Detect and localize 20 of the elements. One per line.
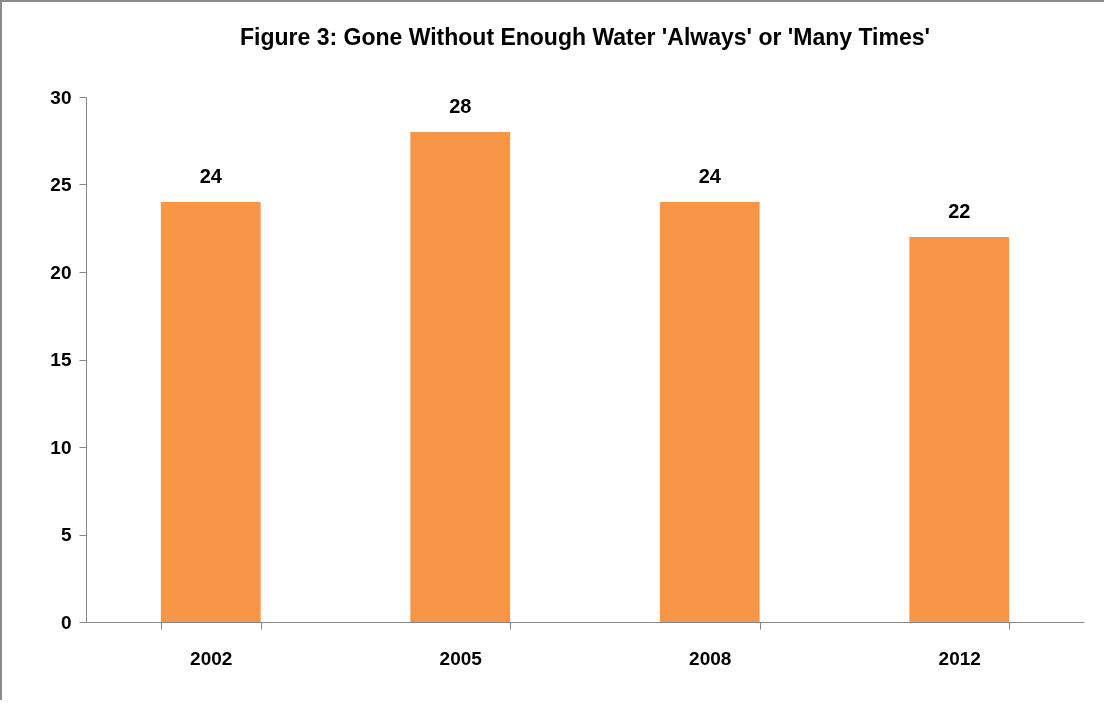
y-tick-label: 25 bbox=[50, 174, 72, 195]
x-tick-label: 2005 bbox=[439, 647, 483, 669]
x-tick-label: 2012 bbox=[938, 647, 981, 669]
bar bbox=[410, 132, 511, 622]
y-tick-label: 5 bbox=[60, 524, 72, 545]
data-label: 24 bbox=[199, 165, 223, 187]
bar bbox=[659, 202, 760, 622]
x-tick-label: 2002 bbox=[190, 647, 233, 669]
data-label: 24 bbox=[698, 165, 722, 187]
y-tick-label: 0 bbox=[60, 611, 72, 633]
chart-title: Figure 3: Gone Without Enough Water 'Always' or 'Many Times' bbox=[239, 24, 931, 50]
data-label: 28 bbox=[449, 95, 472, 117]
bar bbox=[909, 237, 1010, 622]
y-tick-label: 15 bbox=[50, 349, 72, 370]
bar bbox=[160, 202, 261, 622]
data-label: 22 bbox=[948, 200, 971, 222]
x-tick-label: 2008 bbox=[689, 647, 732, 669]
y-tick-label: 30 bbox=[50, 86, 72, 108]
y-tick-label: 10 bbox=[50, 436, 72, 458]
y-tick-label: 20 bbox=[50, 261, 72, 283]
